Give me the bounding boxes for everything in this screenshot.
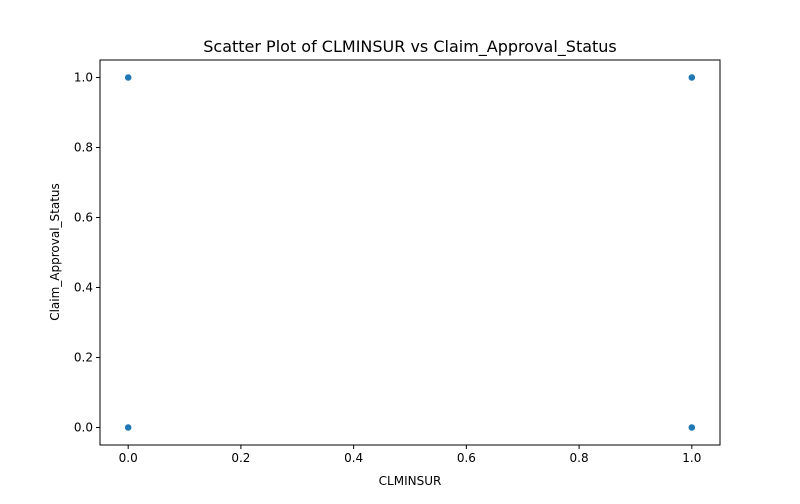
- y-tick-label: 0.2: [74, 351, 93, 365]
- x-tick-label: 0.4: [344, 451, 363, 465]
- data-point: [688, 423, 696, 432]
- data-point: [688, 73, 696, 82]
- x-tick-label: 0.8: [570, 451, 589, 465]
- scatter-points: [124, 73, 696, 432]
- y-axis-label: Claim_Approval_Status: [48, 183, 62, 321]
- chart-title: Scatter Plot of CLMINSUR vs Claim_Approv…: [203, 37, 617, 57]
- x-axis-ticks: 0.0 0.2 0.4 0.6 0.8 1.0: [119, 445, 701, 465]
- y-tick-label: 1.0: [74, 71, 93, 85]
- data-point: [124, 73, 132, 82]
- plot-frame: [99, 59, 721, 446]
- data-point: [124, 423, 132, 432]
- y-tick-label: 0.0: [74, 421, 93, 435]
- x-axis-label: CLMINSUR: [379, 474, 442, 488]
- x-tick-label: 1.0: [682, 451, 701, 465]
- x-tick-label: 0.2: [231, 451, 250, 465]
- y-tick-label: 0.4: [74, 281, 93, 295]
- y-axis-ticks: 0.0 0.2 0.4 0.6 0.8 1.0: [74, 71, 100, 435]
- y-tick-label: 0.6: [74, 211, 93, 225]
- x-tick-label: 0.0: [119, 451, 138, 465]
- x-tick-label: 0.6: [457, 451, 476, 465]
- y-tick-label: 0.8: [74, 141, 93, 155]
